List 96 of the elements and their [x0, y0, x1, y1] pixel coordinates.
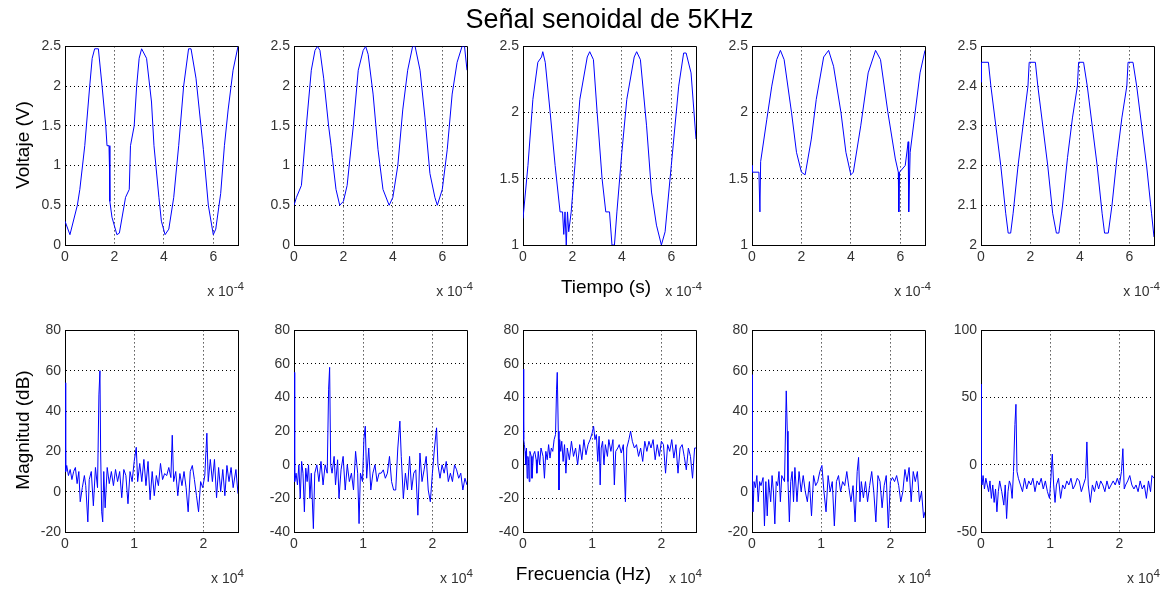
y-tick-label: 1.5	[728, 169, 749, 186]
x-tick-label: 4	[1075, 248, 1084, 265]
x-tick-label: 2	[1115, 535, 1124, 552]
x-tick-label: 2	[1026, 248, 1035, 265]
y-tick-label: -40	[269, 522, 291, 539]
x-tick-label: 4	[846, 248, 855, 265]
y-tick-label: 1.5	[499, 169, 520, 186]
x-axis-title: Tiempo (s)	[560, 276, 651, 298]
x-tick-label: 6	[209, 248, 218, 265]
x-tick-label: 2	[568, 248, 577, 265]
x-tick-label: 2	[797, 248, 806, 265]
y-tick-label: 0.5	[41, 196, 62, 213]
y-tick-label: 2.1	[957, 196, 978, 213]
text: x 10$^{4}$	[211, 566, 244, 586]
y-tick-label: 60	[732, 361, 749, 378]
y-tick-label: -20	[40, 522, 62, 539]
text: x 10$^{-4}$	[207, 279, 244, 299]
x-tick-label: 2	[199, 535, 208, 552]
y-tick-label: -20	[727, 522, 749, 539]
y-tick-label: 80	[274, 321, 291, 338]
x-axis-title: Frecuencia (Hz)	[515, 563, 651, 585]
y-tick-label: 1	[282, 156, 291, 173]
y-tick-label: 2	[969, 235, 978, 252]
x-tick-label: 1	[359, 535, 368, 552]
y-tick-label: 0.5	[270, 196, 291, 213]
chart-title: Señal senoidal de 5KHz	[465, 4, 754, 35]
y-tick-label: 40	[274, 388, 291, 405]
y-tick-label: 60	[503, 354, 520, 371]
text: x 10$^{-4}$	[1123, 279, 1160, 299]
y-tick-label: 0	[511, 455, 520, 472]
x-tick-label: 1	[588, 535, 597, 552]
y-tick-label: 20	[274, 422, 291, 439]
y-tick-label: 50	[961, 388, 978, 405]
y-tick-label: 40	[732, 401, 749, 418]
y-tick-label: 60	[45, 361, 62, 378]
text: x 10$^{4}$	[898, 566, 931, 586]
y-tick-label: 1	[511, 235, 520, 252]
y-tick-label: 0	[282, 235, 291, 252]
x-tick-label: 6	[667, 248, 676, 265]
y-tick-label: 2.5	[499, 37, 520, 54]
x-tick-label: 2	[657, 535, 666, 552]
text: x 10$^{-4}$	[436, 279, 473, 299]
x-tick-label: 2	[110, 248, 119, 265]
y-tick-label: 20	[732, 442, 749, 459]
x-tick-label: 1	[817, 535, 826, 552]
y-tick-label: 40	[45, 401, 62, 418]
y-tick-label: 80	[503, 321, 520, 338]
x-tick-label: 6	[896, 248, 905, 265]
x-tick-label: 6	[1125, 248, 1134, 265]
x-tick-label: 6	[438, 248, 447, 265]
y-tick-label: 20	[45, 442, 62, 459]
y-tick-label: -50	[956, 522, 978, 539]
x-tick-label: 2	[339, 248, 348, 265]
y-tick-label: 2	[53, 76, 62, 93]
y-tick-label: 2.4	[957, 76, 978, 93]
y-axis-title: Voltaje (V)	[12, 100, 34, 189]
y-tick-label: 60	[274, 354, 291, 371]
text: x 10$^{-4}$	[665, 279, 702, 299]
text: x 10$^{4}$	[440, 566, 473, 586]
x-tick-label: 1	[1046, 535, 1055, 552]
text: x 10$^{-4}$	[894, 279, 931, 299]
y-tick-label: 0	[969, 455, 978, 472]
y-axis-title: Magnitud (dB)	[12, 370, 34, 490]
y-tick-label: 0	[740, 482, 749, 499]
y-tick-label: 2.5	[957, 37, 978, 54]
y-tick-label: -20	[498, 489, 520, 506]
x-tick-label: 4	[617, 248, 626, 265]
x-tick-label: 1	[130, 535, 139, 552]
text: x 10$^{4}$	[1127, 566, 1160, 586]
y-tick-label: 1	[740, 235, 749, 252]
y-tick-label: 2	[282, 76, 291, 93]
text: x 10$^{4}$	[669, 566, 702, 586]
y-tick-label: 80	[45, 321, 62, 338]
y-tick-label: 0	[53, 482, 62, 499]
y-tick-label: 1.5	[41, 116, 62, 133]
y-tick-label: 2.5	[270, 37, 291, 54]
x-tick-label: 4	[159, 248, 168, 265]
y-tick-label: 1	[53, 156, 62, 173]
y-tick-label: 100	[953, 321, 978, 338]
y-tick-label: 40	[503, 388, 520, 405]
y-tick-label: 0	[53, 235, 62, 252]
y-tick-label: 2.2	[957, 156, 978, 173]
x-tick-label: 2	[886, 535, 895, 552]
y-tick-label: 20	[503, 422, 520, 439]
y-tick-label: -40	[498, 522, 520, 539]
x-tick-label: 2	[428, 535, 437, 552]
y-tick-label: 2.5	[728, 37, 749, 54]
y-tick-label: 0	[282, 455, 291, 472]
x-tick-label: 4	[388, 248, 397, 265]
y-tick-label: 80	[732, 321, 749, 338]
y-tick-label: 1.5	[270, 116, 291, 133]
y-tick-label: 2	[740, 103, 749, 120]
y-tick-label: -20	[269, 489, 291, 506]
y-tick-label: 2.5	[41, 37, 62, 54]
y-tick-label: 2	[511, 103, 520, 120]
y-tick-label: 2.3	[957, 116, 978, 133]
